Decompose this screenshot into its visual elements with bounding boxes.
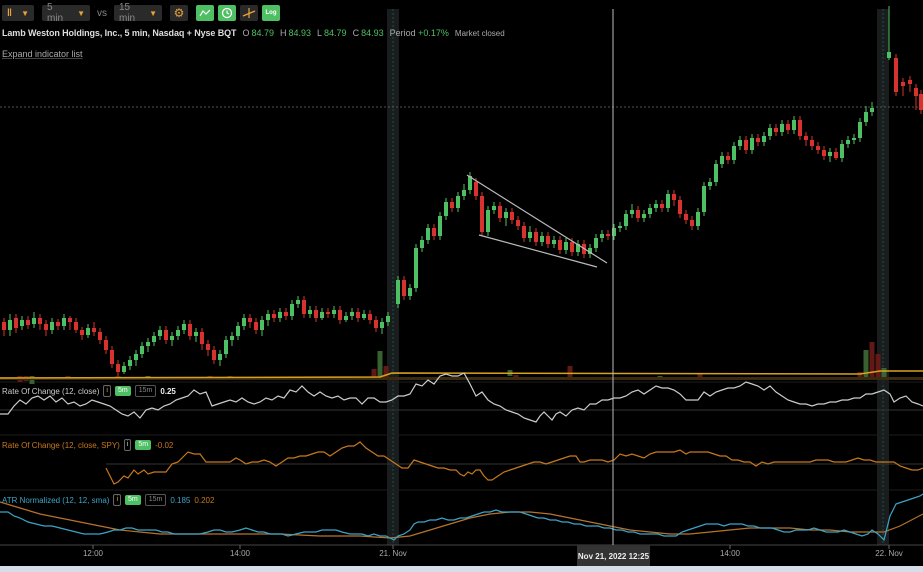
- atr-indicator-plot: [0, 493, 923, 542]
- trend-line-icon: [199, 9, 211, 17]
- roc-indicator-plot: [0, 372, 923, 423]
- ohlc-open: O 84.79: [242, 28, 274, 38]
- interval-compare-select[interactable]: 15 min ▼: [114, 2, 162, 24]
- chevron-down-icon: ▼: [149, 8, 157, 18]
- window-bottom-strip: [0, 566, 923, 572]
- indicator-label-roc: Rate Of Change (12, close) i 5m 15m 0.25: [2, 385, 176, 397]
- volume-bars: [0, 342, 923, 384]
- clock-icon: [221, 7, 233, 19]
- indicator-value: 0.25: [160, 386, 176, 396]
- indicator-value: -0.02: [155, 440, 174, 450]
- timeframe-5m-badge[interactable]: 5m: [125, 495, 141, 505]
- indicator-label-atr: ATR Normalized (12, 12, sma) i 5m 15m 0.…: [2, 494, 215, 506]
- x-axis-tick-label: 14:00: [719, 549, 741, 558]
- expand-indicator-list-link[interactable]: Expand indicator list: [2, 49, 83, 59]
- info-badge[interactable]: i: [103, 385, 111, 397]
- chart-header: Lamb Weston Holdings, Inc., 5 min, Nasda…: [2, 28, 505, 38]
- log-icon: Log: [265, 10, 277, 16]
- x-axis-tick-label: 21. Nov: [379, 549, 407, 558]
- period-change: Period +0.17%: [389, 28, 449, 38]
- roc-spy-indicator-plot: [105, 441, 923, 485]
- gear-icon: ⚙: [173, 6, 185, 20]
- info-badge[interactable]: i: [113, 494, 121, 506]
- timeframe-15m-badge[interactable]: 15m: [144, 494, 167, 506]
- timeframe-5m-badge[interactable]: 5m: [114, 386, 131, 396]
- wedge-annotation[interactable]: [466, 174, 608, 268]
- x-axis-tick-label: 12:00: [82, 549, 104, 558]
- candlestick-series: [2, 6, 923, 376]
- market-status: Market closed: [454, 29, 505, 38]
- chevron-down-icon: ▼: [21, 8, 29, 18]
- crosshair-icon: [242, 8, 256, 18]
- atr-value: 0.185: [170, 495, 191, 505]
- ohlc-close: C 84.93: [352, 28, 384, 38]
- ohlc-low: L 84.79: [317, 28, 347, 38]
- x-axis-tick-label: 14:00: [229, 549, 251, 558]
- grid-lines: [0, 106, 923, 491]
- timeframe-15m-badge[interactable]: 15m: [134, 385, 157, 397]
- atr-sma-value: 0.202: [194, 495, 215, 505]
- chevron-down-icon: ▼: [77, 8, 85, 18]
- x-axis: [0, 544, 923, 549]
- ohlc-high: H 84.93: [279, 28, 312, 38]
- clock-button[interactable]: [218, 5, 236, 21]
- settings-button[interactable]: ⚙: [170, 5, 188, 21]
- symbol-title: Lamb Weston Holdings, Inc., 5 min, Nasda…: [2, 28, 237, 38]
- x-axis-tick-label: 22. Nov: [875, 549, 903, 558]
- interval-primary-select[interactable]: 5 min ▼: [42, 2, 90, 24]
- vs-label: vs: [97, 7, 107, 19]
- session-break-bands: [387, 9, 889, 545]
- log-scale-button[interactable]: Log: [262, 5, 280, 21]
- candlestick-icon: ‖: [7, 7, 12, 19]
- draw-trend-button[interactable]: [196, 5, 214, 21]
- chart-type-select[interactable]: ‖ ▼: [2, 5, 34, 21]
- chart-toolbar: ‖ ▼ 5 min ▼ vs 15 min ▼ ⚙ Log: [0, 2, 280, 24]
- crosshair-date-label: Nov 21, 2022 12:25: [577, 545, 650, 567]
- crosshair-button[interactable]: [240, 5, 258, 21]
- timeframe-5m-badge[interactable]: 5m: [135, 440, 152, 450]
- info-badge[interactable]: i: [123, 439, 132, 451]
- indicator-label-roc-spy: Rate Of Change (12, close, SPY) i 5m -0.…: [2, 439, 174, 451]
